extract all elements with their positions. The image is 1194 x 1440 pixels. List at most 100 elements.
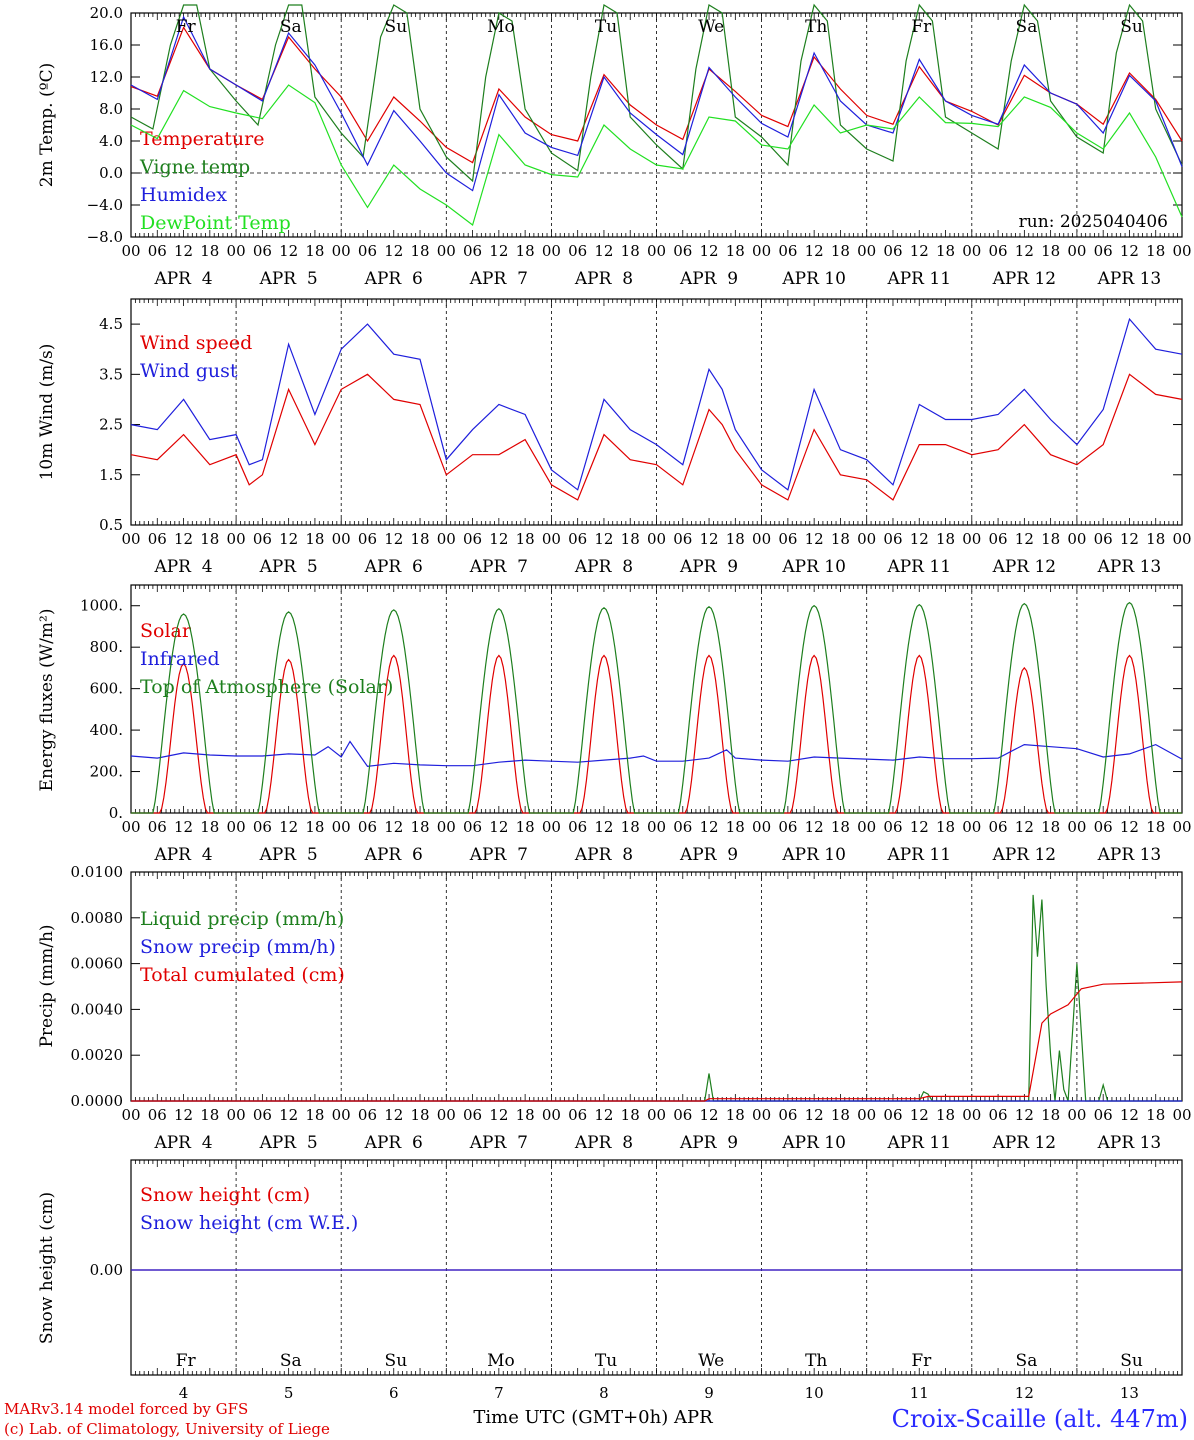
legend-entry: Solar	[140, 620, 192, 642]
site-label: Croix-Scaille (alt. 447m)	[892, 1405, 1188, 1433]
x-hour-tick-label: 18	[410, 242, 429, 260]
x-hour-tick-label: 00	[647, 1106, 666, 1124]
x-hour-tick-label: 12	[910, 530, 929, 548]
x-hour-tick-label: 06	[1094, 818, 1113, 836]
x-hour-tick-label: 00	[542, 1106, 561, 1124]
x-hour-tick-label: 18	[1146, 242, 1165, 260]
x-hour-tick-label: 06	[883, 530, 902, 548]
x-hour-tick-label: 18	[726, 530, 745, 548]
y-tick-label: 8.0	[99, 100, 123, 118]
weekday-label: Fr	[176, 17, 197, 37]
x-day-number: 6	[389, 1384, 399, 1402]
legend-entry: Wind gust	[140, 360, 238, 382]
x-hour-tick-label: 00	[962, 818, 981, 836]
x-hour-tick-label: 06	[463, 242, 482, 260]
x-hour-tick-label: 00	[752, 818, 771, 836]
x-hour-tick-label: 18	[516, 818, 535, 836]
weekday-label: Su	[1120, 1351, 1143, 1371]
x-hour-tick-label: 18	[831, 1106, 850, 1124]
y-tick-label: 0.0100	[71, 863, 124, 881]
x-hour-tick-label: 06	[1094, 530, 1113, 548]
x-hour-tick-label: 18	[831, 242, 850, 260]
x-date-label: APR 4	[153, 269, 212, 289]
y-axis-label: Energy fluxes (W/m²)	[37, 609, 57, 792]
x-date-label: APR 8	[574, 557, 633, 577]
x-hour-tick-label: 06	[778, 1106, 797, 1124]
x-hour-tick-label: 06	[253, 242, 272, 260]
weekday-label: Sa	[1016, 1351, 1038, 1371]
x-hour-tick-label: 06	[778, 818, 797, 836]
run-label: run: 2025040406	[1019, 212, 1168, 232]
x-date-label: APR 8	[574, 845, 633, 865]
x-hour-tick-label: 00	[647, 530, 666, 548]
x-date-label: APR 6	[364, 845, 423, 865]
x-hour-tick-label: 12	[594, 1106, 613, 1124]
y-tick-label: 1000.	[80, 597, 123, 615]
x-hour-tick-label: 06	[568, 818, 587, 836]
x-date-label: APR 9	[679, 269, 738, 289]
x-date-label: APR 6	[364, 557, 423, 577]
x-hour-tick-label: 12	[384, 530, 403, 548]
x-hour-tick-label: 00	[1067, 242, 1086, 260]
x-hour-tick-label: 18	[516, 1106, 535, 1124]
x-date-label: APR 7	[469, 269, 528, 289]
x-date-label: APR 9	[679, 557, 738, 577]
x-hour-tick-label: 00	[332, 530, 351, 548]
x-hour-tick-label: 06	[989, 1106, 1008, 1124]
y-axis-label: Snow height (cm)	[37, 1192, 57, 1344]
x-hour-tick-label: 06	[148, 530, 167, 548]
x-hour-tick-label: 18	[936, 1106, 955, 1124]
x-day-number: 13	[1120, 1384, 1139, 1402]
x-hour-tick-label: 00	[227, 530, 246, 548]
y-tick-label: 0.0000	[71, 1092, 124, 1110]
x-hour-tick-label: 06	[568, 1106, 587, 1124]
x-day-number: 10	[805, 1384, 824, 1402]
weekday-label: Mo	[487, 1351, 515, 1371]
x-hour-tick-label: 06	[1094, 242, 1113, 260]
x-date-label: APR 4	[153, 845, 212, 865]
y-tick-label: 0.00	[90, 1261, 123, 1279]
x-date-label: APR 11	[886, 557, 951, 577]
y-tick-label: 0.0	[99, 164, 123, 182]
legend-entry: Humidex	[140, 184, 227, 206]
x-hour-tick-label: 00	[752, 530, 771, 548]
x-hour-tick-label: 12	[1120, 242, 1139, 260]
weekday-label: Sa	[280, 1351, 302, 1371]
weekday-label: Sa	[1016, 17, 1038, 37]
x-date-label: APR 13	[1097, 845, 1162, 865]
x-date-label: APR 12	[992, 845, 1057, 865]
panel-1: 20.0 16.0 12.0 8.0 4.0 0.0 −4.0 −8.0 2m Temp. (º…	[37, 3, 1192, 289]
x-hour-tick-label: 12	[489, 818, 508, 836]
x-hour-tick-label: 12	[384, 818, 403, 836]
x-date-label: APR 13	[1097, 557, 1162, 577]
x-date-label: APR 5	[259, 269, 318, 289]
y-axis-label: 10m Wind (m/s)	[37, 344, 57, 481]
x-hour-tick-label: 18	[410, 818, 429, 836]
x-date-label: APR 4	[153, 1133, 212, 1153]
x-hour-tick-label: 18	[305, 1106, 324, 1124]
x-hour-tick-label: 18	[200, 242, 219, 260]
x-hour-tick-label: 00	[121, 242, 140, 260]
x-hour-tick-label: 12	[1015, 818, 1034, 836]
x-hour-tick-label: 00	[1067, 530, 1086, 548]
x-hour-tick-label: 00	[121, 530, 140, 548]
x-date-label: APR 7	[469, 1133, 528, 1153]
weekday-label: Sa	[280, 17, 302, 37]
footer-copyright-line: (c) Lab. of Climatology, University of L…	[4, 1420, 330, 1438]
x-date-label: APR 12	[992, 557, 1057, 577]
x-hour-tick-label: 06	[989, 530, 1008, 548]
legend-entry: Vigne temp	[139, 156, 250, 178]
x-hour-tick-label: 12	[174, 530, 193, 548]
x-hour-tick-label: 18	[726, 1106, 745, 1124]
y-tick-label: 0.0060	[71, 955, 124, 973]
x-hour-tick-label: 00	[857, 818, 876, 836]
series-line-vigne-temp	[130, 3, 1183, 183]
x-hour-tick-label: 06	[568, 242, 587, 260]
x-hour-tick-label: 06	[883, 1106, 902, 1124]
x-hour-tick-label: 06	[989, 818, 1008, 836]
x-hour-tick-label: 06	[568, 530, 587, 548]
x-hour-tick-label: 06	[253, 530, 272, 548]
x-hour-tick-label: 12	[489, 530, 508, 548]
x-hour-tick-label: 00	[857, 242, 876, 260]
legend-entry: Temperature	[140, 128, 264, 150]
